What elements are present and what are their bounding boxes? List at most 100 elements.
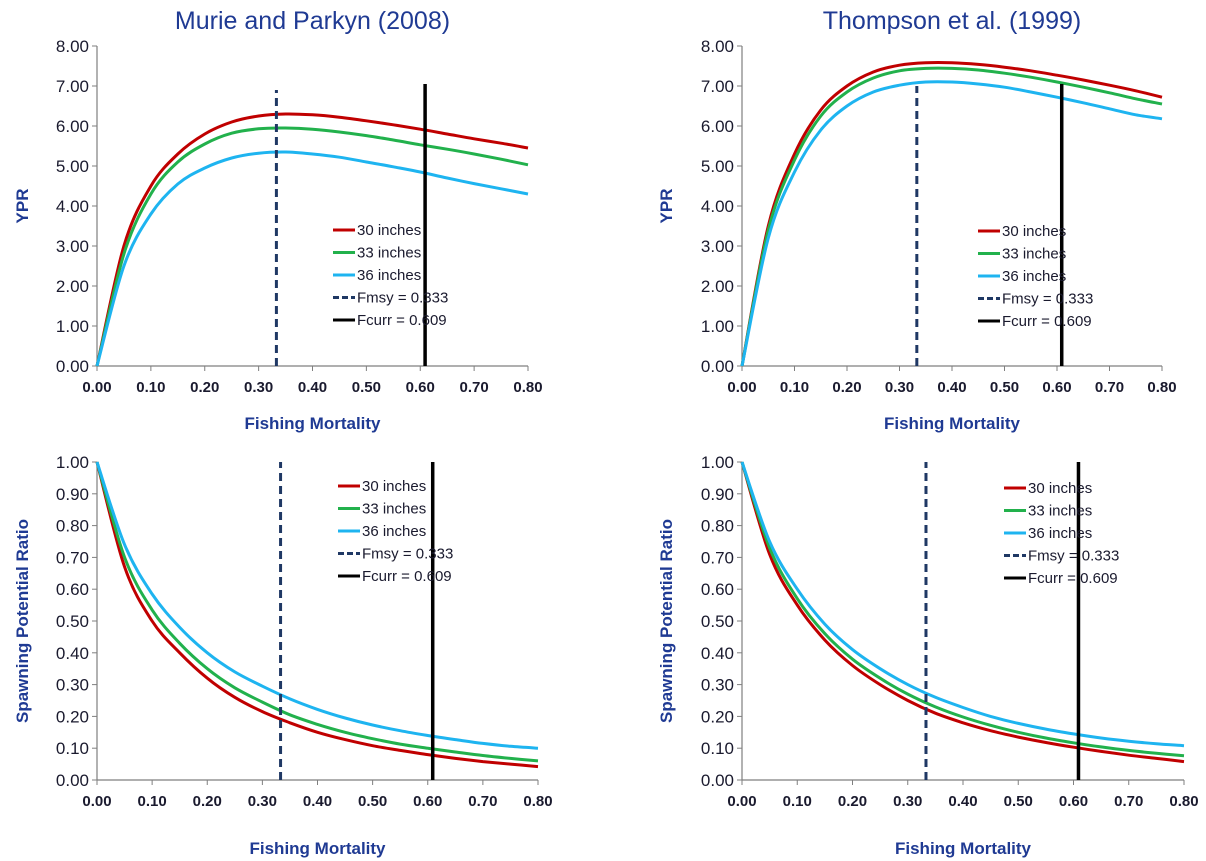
panel-4-legend-entry: 30 inches (1028, 480, 1092, 497)
panel-4-x-tick-label: 0.30 (893, 793, 922, 810)
panel-4-series-36-inches (740, 461, 1185, 748)
panel-4-y-tick-label: 0.80 (701, 517, 734, 536)
panel-1-legend-entry: 33 inches (357, 245, 421, 262)
panel-4-legend-entry: Fmsy = 0.333 (1028, 548, 1119, 565)
panel-2-legend-entry: 36 inches (1002, 268, 1066, 285)
panel-3-y-tick-label: 0.20 (56, 707, 89, 726)
panel-4-legend-entry: 33 inches (1028, 503, 1092, 520)
panel-3-y-tick-label: 0.60 (56, 580, 89, 599)
panel-1-y-tick-label: 1.00 (56, 317, 89, 336)
panel-2-x-axis-label: Fishing Mortality (884, 414, 1021, 433)
panel-3-y-tick-label: 0.00 (56, 771, 89, 790)
panel-2-series-30-inches (740, 61, 1163, 367)
panel-1-x-tick-label: 0.50 (352, 379, 381, 396)
panel-4-y-axis-label: Spawning Potential Ratio (657, 519, 676, 723)
panel-3-y-tick-label: 0.70 (56, 548, 89, 567)
panel-1-x-tick-label: 0.70 (460, 379, 489, 396)
panel-1-x-tick-label: 0.20 (190, 379, 219, 396)
panel-3-y-axis-label: Spawning Potential Ratio (13, 519, 32, 723)
panel-4-y-tick-label: 0.60 (701, 580, 734, 599)
panel-1-y-tick-label: 5.00 (56, 157, 89, 176)
panel-4-y-tick-label: 0.10 (701, 739, 734, 758)
panel-2-y-tick-label: 7.00 (701, 77, 734, 96)
panel-3-legend-entry: Fmsy = 0.333 (362, 546, 453, 563)
panel-1-legend-entry: Fcurr = 0.609 (357, 312, 447, 329)
panel-1-y-tick-label: 8.00 (56, 37, 89, 56)
panel-3-y-tick-label: 0.30 (56, 676, 89, 695)
panel-3-y-tick-label: 0.80 (56, 517, 89, 536)
panel-2-y-axis-label: YPR (657, 189, 676, 224)
panel-2-y-tick-label: 0.00 (701, 357, 734, 376)
panel-4-y-tick-label: 0.70 (701, 548, 734, 567)
panel-3-series-36-inches (95, 461, 539, 750)
panel-2-y-tick-label: 4.00 (701, 197, 734, 216)
panel-4-x-tick-label: 0.20 (838, 793, 867, 810)
panel-4-series-30-inches (740, 461, 1185, 764)
panel-3-y-tick-label: 1.00 (56, 453, 89, 472)
panel-3-x-tick-label: 0.20 (193, 793, 222, 810)
panel-2-y-tick-label: 5.00 (701, 157, 734, 176)
panel-4-y-tick-label: 1.00 (701, 453, 734, 472)
panel-3-y-tick-label: 0.50 (56, 612, 89, 631)
panel-1-x-tick-label: 0.80 (513, 379, 542, 396)
panel-1-series-33-inches (95, 126, 529, 367)
panel-2-y-tick-label: 2.00 (701, 277, 734, 296)
panel-3-legend-entry: 36 inches (362, 523, 426, 540)
panel-4-x-tick-label: 0.00 (727, 793, 756, 810)
panel-2-series-33-inches (740, 66, 1163, 367)
panel-2-series-36-inches (740, 80, 1163, 367)
panel-2-legend-entry: 30 inches (1002, 223, 1066, 240)
panel-2-y-tick-label: 3.00 (701, 237, 734, 256)
panel-3-x-tick-label: 0.40 (303, 793, 332, 810)
panel-1-series-30-inches (95, 112, 529, 367)
panel-2-y-tick-label: 1.00 (701, 317, 734, 336)
panel-4-y-tick-label: 0.20 (701, 707, 734, 726)
panel-4-y-tick-label: 0.40 (701, 644, 734, 663)
panel-3-y-tick-label: 0.10 (56, 739, 89, 758)
panel-2-x-tick-label: 0.40 (937, 379, 966, 396)
panel-3-y-tick-label: 0.40 (56, 644, 89, 663)
panel-3-series-30-inches (95, 461, 539, 769)
panel-4-legend-entry: 36 inches (1028, 525, 1092, 542)
panel-1-legend-entry: Fmsy = 0.333 (357, 290, 448, 307)
panel-4-x-tick-label: 0.80 (1169, 793, 1198, 810)
panel-1-x-tick-label: 0.60 (406, 379, 435, 396)
panel-3-x-tick-label: 0.60 (413, 793, 442, 810)
panel-4-y-tick-label: 0.00 (701, 771, 734, 790)
panel-3-legend-entry: Fcurr = 0.609 (362, 568, 452, 585)
panel-3-x-tick-label: 0.70 (468, 793, 497, 810)
panel-2-y-tick-label: 8.00 (701, 37, 734, 56)
panel-3-legend-entry: 30 inches (362, 478, 426, 495)
panel-1-y-tick-label: 7.00 (56, 77, 89, 96)
panel-1-title: Murie and Parkyn (2008) (175, 7, 450, 35)
panel-2-x-tick-label: 0.60 (1042, 379, 1071, 396)
panel-2-legend-entry: Fcurr = 0.609 (1002, 313, 1092, 330)
panel-3-x-tick-label: 0.30 (248, 793, 277, 810)
panel-1-y-tick-label: 3.00 (56, 237, 89, 256)
panel-1-x-tick-label: 0.00 (82, 379, 111, 396)
panel-1-x-tick-label: 0.40 (298, 379, 327, 396)
panel-1-y-tick-label: 0.00 (56, 357, 89, 376)
panel-4-y-tick-label: 0.50 (701, 612, 734, 631)
panel-1-legend-entry: 36 inches (357, 267, 421, 284)
panel-1-series-36-inches (95, 150, 529, 367)
panel-1-y-tick-label: 2.00 (56, 277, 89, 296)
panel-1-legend-entry: 30 inches (357, 222, 421, 239)
panel-2-y-tick-label: 6.00 (701, 117, 734, 136)
panel-4-x-tick-label: 0.50 (1004, 793, 1033, 810)
panel-3-x-tick-label: 0.10 (138, 793, 167, 810)
panel-4-series-33-inches (740, 461, 1185, 758)
panel-2-x-tick-label: 0.10 (780, 379, 809, 396)
panel-3-y-tick-label: 0.90 (56, 485, 89, 504)
panel-1-y-tick-label: 4.00 (56, 197, 89, 216)
panel-3-legend-entry: 33 inches (362, 501, 426, 518)
panel-2-legend-entry: 33 inches (1002, 246, 1066, 263)
panel-3-series-33-inches (95, 461, 539, 763)
panel-2-x-tick-label: 0.70 (1095, 379, 1124, 396)
panel-4-y-tick-label: 0.30 (701, 676, 734, 695)
panel-1-y-axis-label: YPR (13, 189, 32, 224)
panel-2-title: Thompson et al. (1999) (823, 7, 1081, 35)
panel-2-legend-entry: Fmsy = 0.333 (1002, 291, 1093, 308)
panel-3-x-tick-label: 0.00 (82, 793, 111, 810)
